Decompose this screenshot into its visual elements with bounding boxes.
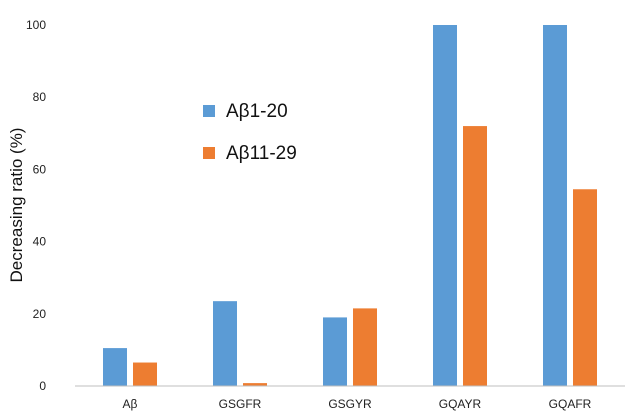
legend-swatch — [203, 147, 215, 159]
x-tick-label: GSGFR — [219, 397, 262, 411]
y-tick-label: 20 — [33, 307, 47, 321]
bar-GQAYR-series-2 — [463, 126, 487, 386]
bar-Aβ-series-1 — [103, 348, 127, 386]
y-tick-label: 40 — [33, 235, 47, 249]
x-tick-label: GSGYR — [328, 397, 372, 411]
y-tick-label: 80 — [33, 90, 47, 104]
bar-GSGYR-series-1 — [323, 317, 347, 386]
bar-GSGYR-series-2 — [353, 308, 377, 386]
bar-GQAYR-series-1 — [433, 25, 457, 386]
bar-GQAFR-series-1 — [543, 25, 567, 386]
y-tick-label: 60 — [33, 162, 47, 176]
x-tick-label: GQAFR — [549, 397, 592, 411]
y-axis-ticks: 0 20 40 60 80 100 — [26, 18, 46, 393]
legend-label: Aβ11-29 — [226, 143, 297, 164]
x-tick-label: GQAYR — [439, 397, 482, 411]
y-tick-label: 0 — [39, 379, 46, 393]
x-axis-ticks: Aβ GSGFR GSGYR GQAYR GQAFR — [123, 397, 592, 411]
bar-GSGFR-series-2 — [243, 383, 267, 386]
bar-GSGFR-series-1 — [213, 301, 237, 386]
bars-group — [103, 25, 597, 386]
legend-label: Aβ1-20 — [226, 101, 288, 122]
x-tick-label: Aβ — [123, 397, 138, 411]
y-axis-label: Decreasing ratio (%) — [7, 128, 26, 283]
bar-GQAFR-series-2 — [573, 189, 597, 386]
legend-swatch — [203, 105, 215, 117]
y-tick-label: 100 — [26, 18, 46, 32]
bar-Aβ-series-2 — [133, 362, 157, 386]
legend: Aβ1-20 Aβ11-29 — [203, 101, 297, 164]
